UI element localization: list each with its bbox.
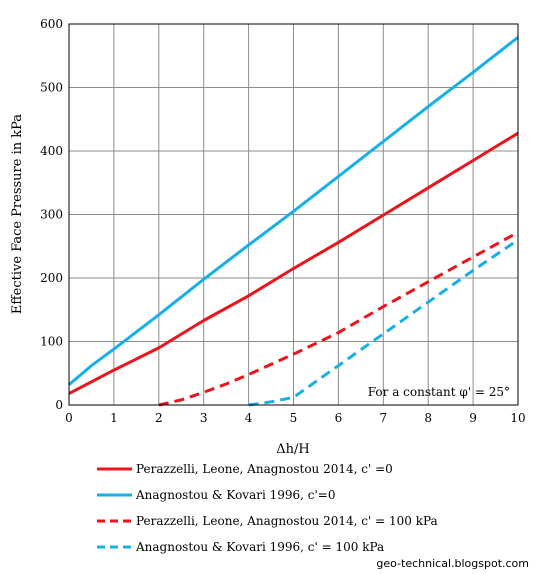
x-axis-label: Δh/H — [276, 442, 309, 457]
plot-frame — [68, 23, 519, 406]
legend-label-0: Perazzelli, Leone, Anagnostou 2014, c' =… — [136, 462, 393, 476]
series-line-1 — [68, 36, 519, 386]
grid-lines — [68, 23, 519, 406]
x-tick-label-7: 7 — [379, 411, 387, 425]
y-axis-label: Effective Face Pressure in kPa — [10, 114, 25, 314]
credit-text: geo-technical.blogspot.com — [376, 557, 529, 570]
chart-annotation: For a constant φ' = 25° — [368, 385, 510, 399]
series-line-3 — [248, 238, 519, 407]
series-line-0 — [68, 131, 519, 395]
series-line-2 — [158, 230, 519, 407]
y-tick-label-4: 400 — [40, 144, 63, 158]
y-tick-label-3: 300 — [40, 208, 63, 222]
x-tick-label-10: 10 — [510, 411, 525, 425]
y-tick-label-5: 500 — [40, 81, 63, 95]
x-tick-label-6: 6 — [335, 411, 343, 425]
legend-label-1: Anagnostou & Kovari 1996, c'=0 — [135, 488, 336, 502]
x-tick-label-5: 5 — [290, 411, 298, 425]
legend-label-3: Anagnostou & Kovari 1996, c' = 100 kPa — [135, 540, 384, 554]
y-tick-label-1: 100 — [40, 335, 63, 349]
y-tick-label-0: 0 — [55, 398, 63, 412]
series-lines — [68, 36, 519, 407]
x-tick-label-1: 1 — [110, 411, 118, 425]
x-tick-label-3: 3 — [200, 411, 208, 425]
x-tick-label-8: 8 — [424, 411, 432, 425]
x-tick-label-4: 4 — [245, 411, 253, 425]
legend-label-2: Perazzelli, Leone, Anagnostou 2014, c' =… — [136, 514, 438, 528]
x-tick-label-2: 2 — [155, 411, 163, 425]
x-tick-label-9: 9 — [469, 411, 477, 425]
x-tick-label-0: 0 — [65, 411, 73, 425]
legend: Perazzelli, Leone, Anagnostou 2014, c' =… — [97, 462, 438, 554]
y-tick-label-2: 200 — [40, 271, 63, 285]
y-tick-label-6: 600 — [40, 17, 63, 31]
